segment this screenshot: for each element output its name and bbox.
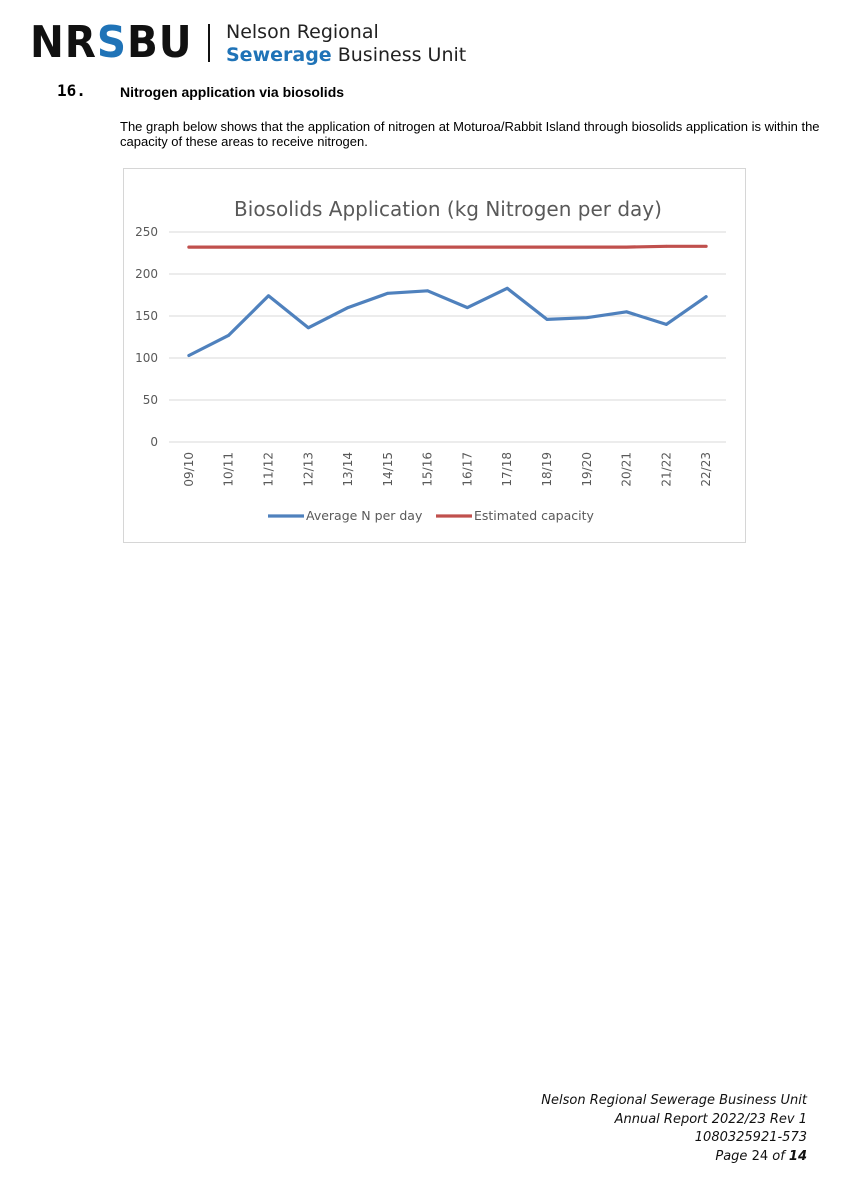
- data-point: [505, 245, 509, 249]
- y-tick-label: 50: [143, 393, 158, 407]
- x-tick-label: 11/12: [261, 452, 275, 487]
- data-point: [306, 245, 310, 249]
- x-tick-label: 15/16: [421, 452, 435, 487]
- data-point: [227, 245, 231, 249]
- section-title: Nitrogen application via biosolids: [120, 84, 345, 100]
- data-point: [267, 245, 270, 249]
- data-point: [664, 323, 668, 326]
- x-axis-ticks: 09/10 10/11 11/12 12/13 13/14 14/15 15/16 16/17…: [182, 452, 713, 487]
- data-point: [306, 326, 310, 330]
- data-point: [187, 354, 191, 357]
- section-number: 16.: [57, 81, 86, 100]
- footer-doc-id: 1080325921-573: [694, 1130, 807, 1145]
- chart-title: Biosolids Application (kg Nitrogen per d…: [234, 197, 662, 221]
- logo-org-name: Nelson Regional Sewerage Business Unit: [226, 21, 466, 67]
- logo-line-1: Nelson Regional: [226, 21, 379, 43]
- y-tick-label: 0: [150, 435, 158, 449]
- chart-series: [187, 244, 708, 358]
- x-tick-label: 13/14: [341, 452, 355, 487]
- data-point: [585, 316, 589, 320]
- data-point: [664, 244, 668, 248]
- x-tick-label: 17/18: [500, 452, 514, 487]
- data-point: [386, 245, 390, 249]
- data-point: [505, 286, 509, 290]
- data-point: [585, 245, 589, 249]
- footer-org: Nelson Regional Sewerage Business Unit: [541, 1093, 807, 1108]
- x-tick-label: 10/11: [222, 452, 236, 487]
- data-point: [625, 310, 628, 314]
- data-point: [545, 317, 549, 321]
- chart-legend: Average N per day Estimated capacity: [268, 508, 594, 523]
- data-point: [625, 245, 628, 249]
- x-tick-label: 19/20: [580, 452, 594, 487]
- logo-wordmark: NRSBU: [30, 17, 193, 68]
- series-line: [187, 286, 708, 358]
- data-point: [426, 245, 430, 249]
- x-tick-label: 18/19: [540, 452, 554, 487]
- footer-page-number: Page 24 of 14: [715, 1148, 807, 1164]
- x-tick-label: 09/10: [182, 452, 196, 487]
- y-tick-label: 150: [135, 309, 158, 323]
- x-tick-label: 22/23: [699, 452, 713, 487]
- x-tick-label: 20/21: [620, 452, 634, 487]
- logo-line-2: Sewerage Business Unit: [226, 44, 467, 66]
- page-footer: Nelson Regional Sewerage Business Unit A…: [541, 1092, 807, 1166]
- logo-divider: [208, 24, 210, 62]
- data-point: [426, 289, 430, 293]
- data-point: [704, 295, 708, 299]
- data-point: [346, 306, 350, 309]
- footer-report: Annual Report 2022/23 Rev 1: [614, 1111, 807, 1127]
- y-axis-ticks: 0 50 100 150 200 250: [135, 225, 158, 449]
- data-point: [704, 244, 708, 248]
- series-line: [187, 244, 708, 249]
- data-point: [545, 245, 549, 249]
- y-tick-label: 200: [135, 267, 158, 281]
- chart-container: Biosolids Application (kg Nitrogen per d…: [123, 168, 746, 543]
- data-point: [267, 294, 270, 298]
- x-tick-label: 12/13: [301, 452, 315, 487]
- data-point: [346, 245, 350, 249]
- chart-gridlines: [169, 231, 726, 443]
- data-point: [386, 291, 390, 295]
- x-tick-label: 14/15: [381, 452, 395, 487]
- data-point: [187, 245, 191, 249]
- legend-label: Average N per day: [306, 508, 423, 523]
- x-tick-label: 16/17: [460, 452, 474, 487]
- data-point: [227, 333, 231, 337]
- nitrogen-line-chart: Biosolids Application (kg Nitrogen per d…: [135, 197, 726, 523]
- y-tick-label: 100: [135, 351, 158, 365]
- data-point: [465, 245, 469, 249]
- data-point: [465, 306, 469, 309]
- intro-paragraph: The graph below shows that the applicati…: [120, 119, 820, 149]
- y-tick-label: 250: [135, 225, 158, 239]
- x-tick-label: 21/22: [659, 452, 673, 487]
- legend-label: Estimated capacity: [474, 508, 594, 523]
- nrsbu-logo: NRSBU Nelson Regional Sewerage Business …: [30, 16, 466, 70]
